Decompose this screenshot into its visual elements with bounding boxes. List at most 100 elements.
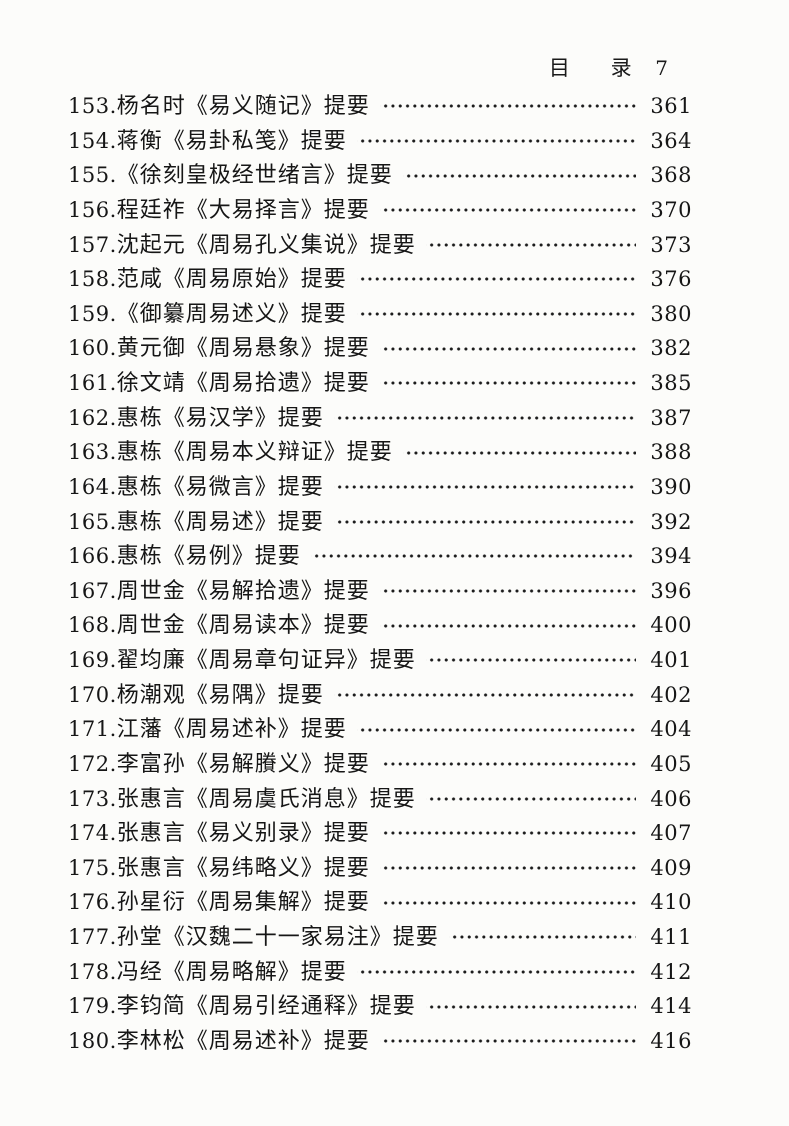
entry-number: 165. <box>68 509 117 534</box>
entry-number: 161. <box>68 371 117 395</box>
running-head-title-char-2: 录 <box>610 56 632 80</box>
entry-number: 169. <box>68 648 117 672</box>
entry-page-number: 409 <box>650 855 692 880</box>
dotted-leader <box>425 232 636 255</box>
dotted-leader <box>448 925 636 948</box>
entry-page-number: 361 <box>650 94 692 118</box>
dotted-leader <box>402 163 636 186</box>
entry-page-number: 394 <box>650 544 692 569</box>
entry-title: 杨潮观《易隅》提要 <box>116 682 324 708</box>
toc-entry: 166. 惠栋《易例》提要 394 <box>68 538 692 573</box>
entry-title: 李富孙《易解賸义》提要 <box>116 751 370 777</box>
entry-title: 惠栋《易汉学》提要 <box>116 405 324 431</box>
entry-number: 175. <box>68 855 117 880</box>
entry-title: 孙星衍《周易集解》提要 <box>116 890 370 916</box>
toc-entry: 173. 张惠言《周易虞氏消息》提要 406 <box>68 781 692 816</box>
entry-title: 徐文靖《周易拾遗》提要 <box>116 371 370 396</box>
entry-page-number: 373 <box>650 232 692 257</box>
toc-entry-list: 153. 杨名时《易义随记》提要 361 154. 蒋衡《易卦私笺》提要 364… <box>68 88 692 1058</box>
toc-entry: 180. 李林松《周易述补》提要 416 <box>68 1023 692 1058</box>
entry-page-number: 404 <box>650 717 692 742</box>
entry-page-number: 382 <box>650 336 692 361</box>
toc-entry: 171. 江藩《周易述补》提要 404 <box>68 711 692 746</box>
entry-title: 李林松《周易述补》提要 <box>116 1028 370 1054</box>
toc-entry: 172. 李富孙《易解賸义》提要 405 <box>68 746 692 781</box>
entry-page-number: 396 <box>650 578 692 603</box>
entry-number: 172. <box>68 751 117 776</box>
entry-number: 158. <box>68 267 117 292</box>
dotted-leader <box>379 198 636 221</box>
toc-entry: 159. 《御纂周易述义》提要 380 <box>68 296 692 331</box>
entry-title: 《御纂周易述义》提要 <box>116 301 347 327</box>
entry-title: 冯经《周易略解》提要 <box>116 959 347 985</box>
dotted-leader <box>379 94 636 117</box>
running-head: 目 录 7 <box>549 52 668 82</box>
entry-page-number: 388 <box>650 440 692 465</box>
dotted-leader <box>425 994 636 1017</box>
dotted-leader <box>356 267 636 290</box>
entry-page-number: 410 <box>650 890 692 915</box>
entry-number: 173. <box>68 786 117 811</box>
toc-entry: 161. 徐文靖《周易拾遗》提要 385 <box>68 365 692 400</box>
entry-page-number: 376 <box>650 267 692 292</box>
toc-entry: 154. 蒋衡《易卦私笺》提要 364 <box>68 123 692 158</box>
entry-title: 《徐刻皇极经世绪言》提要 <box>116 163 393 189</box>
entry-page-number: 406 <box>650 786 692 811</box>
toc-entry: 162. 惠栋《易汉学》提要 387 <box>68 400 692 435</box>
toc-entry: 175. 张惠言《易纬略义》提要 409 <box>68 850 692 885</box>
entry-title: 程廷祚《大易择言》提要 <box>116 197 370 223</box>
dotted-leader <box>356 959 636 982</box>
toc-entry: 178. 冯经《周易略解》提要 412 <box>68 954 692 989</box>
entry-page-number: 401 <box>650 648 692 672</box>
running-head-page-number: 7 <box>655 56 668 80</box>
entry-title: 孙堂《汉魏二十一家易注》提要 <box>116 925 439 950</box>
dotted-leader <box>310 544 636 567</box>
entry-number: 167. <box>68 578 117 603</box>
entry-page-number: 416 <box>650 1028 692 1053</box>
entry-title: 沈起元《周易孔义集说》提要 <box>116 232 416 258</box>
entry-number: 178. <box>68 959 117 984</box>
entry-page-number: 414 <box>650 994 692 1019</box>
entry-number: 170. <box>68 682 117 707</box>
entry-title: 惠栋《易微言》提要 <box>116 474 324 500</box>
dotted-leader <box>379 821 636 844</box>
running-head-title-char-1: 目 <box>548 56 570 80</box>
entry-number: 163. <box>68 440 117 465</box>
entry-page-number: 368 <box>650 163 692 188</box>
dotted-leader <box>333 682 636 705</box>
dotted-leader <box>356 302 636 325</box>
dotted-leader <box>356 717 636 740</box>
dotted-leader <box>333 405 636 428</box>
entry-title: 惠栋《周易本义辩证》提要 <box>116 440 393 466</box>
entry-page-number: 412 <box>650 959 692 984</box>
entry-page-number: 405 <box>650 751 692 776</box>
entry-page-number: 370 <box>650 197 692 222</box>
entry-title: 周世金《周易读本》提要 <box>116 613 370 639</box>
entry-page-number: 407 <box>650 821 692 846</box>
entry-number: 159. <box>68 301 117 326</box>
entry-number: 162. <box>68 405 117 430</box>
toc-entry: 153. 杨名时《易义随记》提要 361 <box>68 88 692 123</box>
dotted-leader <box>402 440 636 463</box>
entry-page-number: 392 <box>650 509 692 534</box>
entry-title: 范咸《周易原始》提要 <box>116 267 347 293</box>
entry-title: 周世金《易解拾遗》提要 <box>116 578 370 604</box>
entry-number: 177. <box>68 925 117 949</box>
toc-entry: 163. 惠栋《周易本义辩证》提要 388 <box>68 434 692 469</box>
entry-title: 惠栋《易例》提要 <box>116 544 301 570</box>
toc-entry: 160. 黄元御《周易悬象》提要 382 <box>68 330 692 365</box>
toc-entry: 177. 孙堂《汉魏二十一家易注》提要 411 <box>68 919 692 954</box>
dotted-leader <box>425 786 636 809</box>
entry-page-number: 385 <box>650 371 692 395</box>
entry-number: 176. <box>68 890 117 915</box>
entry-title: 李钧简《周易引经通释》提要 <box>116 994 416 1020</box>
entry-number: 179. <box>68 994 117 1019</box>
entry-number: 174. <box>68 821 117 846</box>
entry-title: 惠栋《周易述》提要 <box>116 509 324 535</box>
entry-page-number: 380 <box>650 301 692 326</box>
dotted-leader <box>379 579 636 602</box>
toc-entry: 155. 《徐刻皇极经世绪言》提要 368 <box>68 157 692 192</box>
toc-entry: 165. 惠栋《周易述》提要 392 <box>68 504 692 539</box>
toc-entry: 170. 杨潮观《易隅》提要 402 <box>68 677 692 712</box>
toc-entry: 167. 周世金《易解拾遗》提要 396 <box>68 573 692 608</box>
